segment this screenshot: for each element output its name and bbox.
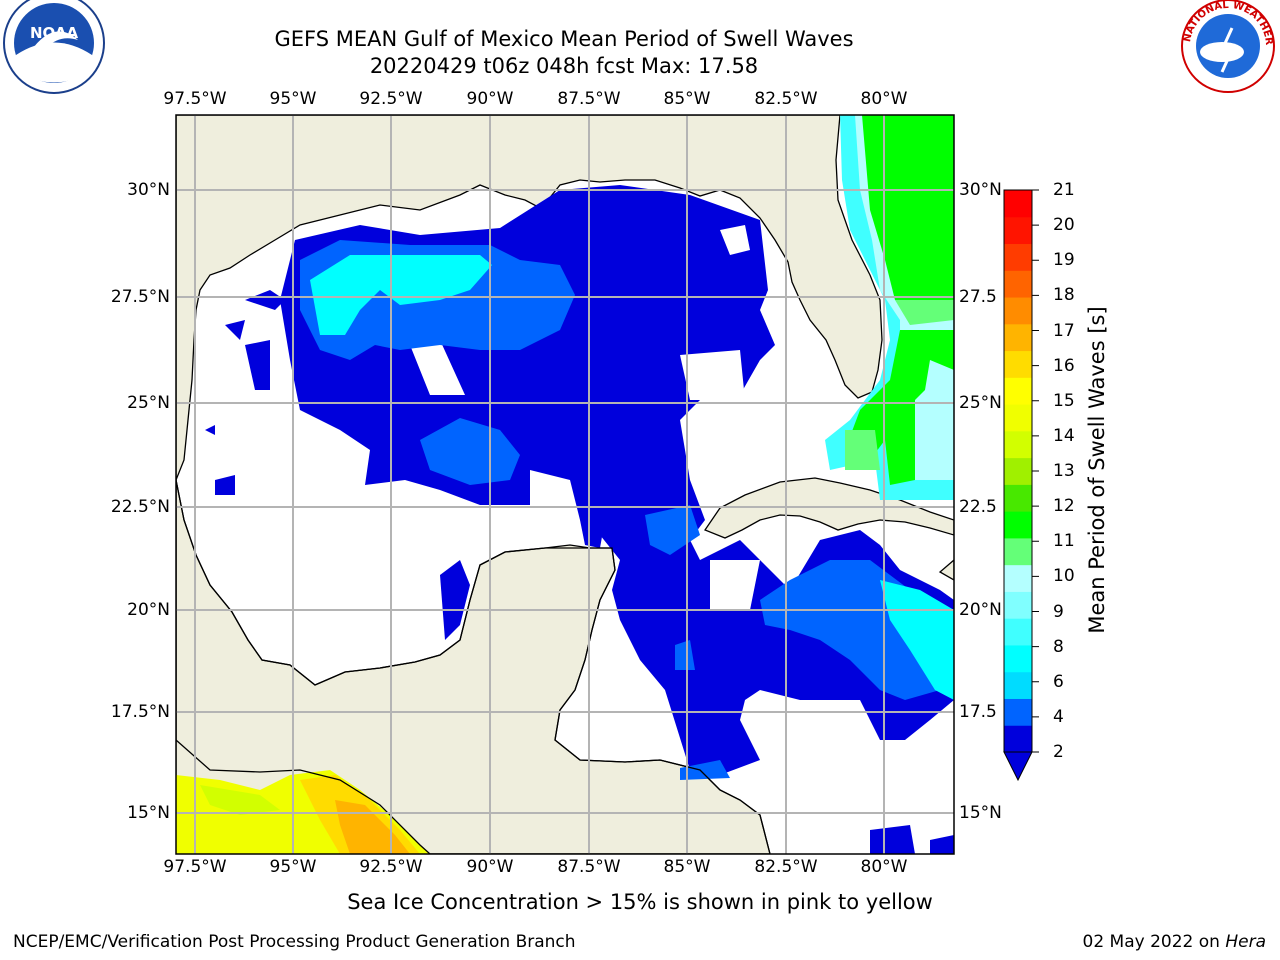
lon-label-top: 82.5°W	[754, 89, 818, 109]
lon-label-top: 90°W	[466, 89, 514, 109]
colorbar-swatch	[1004, 404, 1032, 432]
footnote: Sea Ice Concentration > 15% is shown in …	[0, 890, 1280, 914]
colorbar-tick-label: 15	[1053, 390, 1075, 411]
graticule	[176, 115, 954, 854]
lat-label-right: 25°N	[959, 393, 1002, 413]
colorbar-swatch	[1004, 323, 1032, 352]
colorbar-swatch	[1004, 671, 1032, 699]
colorbar-swatch	[1004, 537, 1032, 566]
lat-label-right: 20°N	[959, 600, 1002, 620]
lon-label-top: 92.5°W	[359, 89, 423, 109]
colorbar-title: Mean Period of Swell Waves [s]	[1085, 306, 1109, 634]
colorbar-tick-label: 19	[1053, 250, 1075, 271]
lat-label-right: 15°N	[959, 803, 1002, 823]
lon-label-bottom: 95°W	[269, 857, 317, 877]
colorbar-tick-label: 16	[1053, 355, 1075, 376]
lat-label-left: 20°N	[127, 600, 170, 620]
colorbar-swatch	[1004, 430, 1032, 459]
lon-label-bottom: 85°W	[663, 857, 711, 877]
colorbar-swatch	[1004, 591, 1032, 619]
lat-label-right: 30°N	[959, 180, 1002, 200]
map-area	[176, 115, 954, 854]
credit-date: 02 May 2022 on Hera	[1083, 932, 1267, 952]
colorbar-tick-label: 14	[1053, 425, 1075, 446]
colorbar-tick-label: 2	[1053, 742, 1064, 762]
credit-organization: NCEP/EMC/Verification Post Processing Pr…	[13, 932, 576, 952]
lon-label-bottom: 87.5°W	[557, 857, 621, 877]
colorbar-tick-label: 8	[1053, 636, 1064, 657]
colorbar-swatch	[1004, 644, 1032, 673]
colorbar-swatch	[1004, 484, 1032, 512]
lat-label-left: 27.5°N	[110, 287, 170, 307]
colorbar-swatch	[1004, 297, 1032, 325]
colorbar-tick-label: 17	[1053, 320, 1075, 341]
colorbar-swatch	[1004, 190, 1032, 218]
lon-label-top: 87.5°W	[557, 89, 621, 109]
lat-label-left: 30°N	[127, 180, 170, 200]
colorbar-tick-label: 10	[1053, 566, 1075, 587]
colorbar-tick-label: 13	[1053, 461, 1075, 481]
colorbar-extension	[1003, 751, 1033, 782]
lon-label-bottom: 82.5°W	[754, 857, 818, 877]
colorbar-swatch	[1004, 618, 1032, 646]
colorbar	[1003, 189, 1039, 782]
lat-label-left: 22.5°N	[110, 497, 170, 517]
lon-label-top: 80°W	[860, 89, 908, 109]
noaa-logo-text: NOAA	[30, 24, 79, 42]
noaa-logo: NOAA	[3, 0, 105, 94]
lon-label-bottom: 90°W	[466, 857, 514, 877]
lat-label-right: 27.5	[959, 287, 997, 307]
colorbar-tick-label: 4	[1053, 706, 1064, 727]
lon-label-top: 97.5°W	[163, 89, 227, 109]
colorbar-swatch	[1004, 243, 1032, 271]
colorbar-swatch	[1004, 270, 1032, 298]
colorbar-tick-label: 12	[1053, 496, 1075, 517]
land-overlay	[176, 479, 771, 854]
colorbar-tick-label: 11	[1053, 531, 1075, 552]
lat-label-right: 17.5	[959, 702, 997, 722]
lon-label-bottom: 92.5°W	[359, 857, 423, 877]
lat-label-left: 17.5°N	[110, 702, 170, 722]
colorbar-swatch	[1004, 457, 1032, 485]
colorbar-tick-label: 18	[1053, 285, 1075, 306]
colorbar-tick-label: 6	[1053, 671, 1064, 692]
lon-label-bottom: 80°W	[860, 857, 908, 877]
footnote-text: Sea Ice Concentration > 15% is shown in …	[347, 890, 933, 914]
credit-date-text: 02 May 2022 on	[1082, 932, 1220, 952]
map-frame	[175, 114, 955, 855]
lat-label-left: 25°N	[127, 393, 170, 413]
colorbar-swatch	[1004, 216, 1032, 245]
credit-host: Hera	[1225, 932, 1266, 952]
colorbar-tick-label: 20	[1053, 215, 1075, 236]
colorbar-swatch	[1004, 350, 1032, 378]
colorbar-swatch	[1004, 698, 1032, 726]
colorbar-swatch	[1004, 564, 1032, 592]
colorbar-tick-label: 21	[1053, 180, 1075, 200]
lat-label-right: 22.5	[959, 497, 997, 517]
colorbar-swatch	[1004, 725, 1032, 753]
lat-label-left: 15°N	[127, 803, 170, 823]
colorbar-tick-label: 9	[1053, 601, 1064, 622]
map-title: GEFS MEAN Gulf of Mexico Mean Period of …	[274, 27, 854, 51]
map-subtitle: 20220429 t06z 048h fcst Max: 17.58	[369, 54, 759, 78]
lon-label-top: 95°W	[269, 89, 317, 109]
colorbar-swatch	[1004, 377, 1032, 405]
colorbar-swatch	[1004, 511, 1032, 539]
lon-label-bottom: 97.5°W	[163, 857, 227, 877]
lon-label-top: 85°W	[663, 89, 711, 109]
